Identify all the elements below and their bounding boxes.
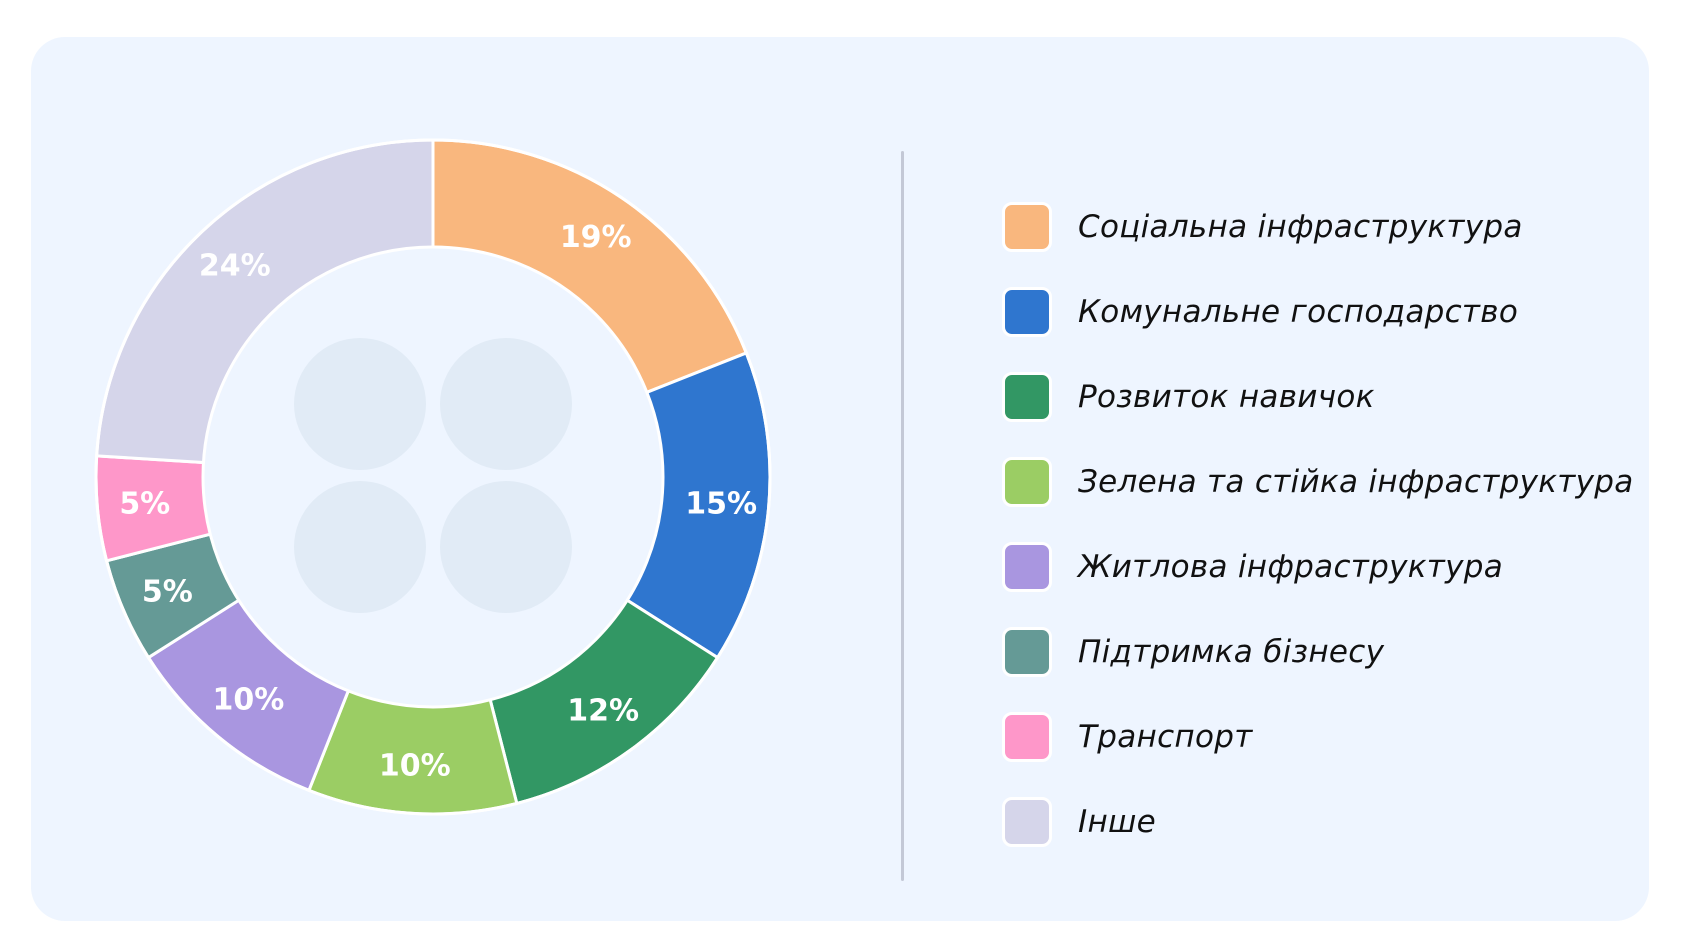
legend-label: Соціальна інфраструктура (1078, 208, 1523, 245)
legend-swatch (1002, 626, 1052, 677)
legend-item: Розвиток навичок (1002, 371, 1634, 422)
legend-item: Підтримка бізнесу (1002, 626, 1634, 677)
slice-labels: 19% 15% 12% 10% 10% 5% 5% 24% (119, 220, 757, 783)
legend-swatch (1002, 711, 1052, 762)
slice-percent-label: 15% (685, 487, 757, 522)
legend-swatch (1002, 541, 1052, 592)
donut-hole (201, 245, 665, 709)
legend-item: Соціальна інфраструктура (1002, 201, 1634, 252)
legend-label: Розвиток навичок (1078, 378, 1375, 415)
legend-swatch (1002, 456, 1052, 507)
legend-item: Комунальне господарство (1002, 286, 1634, 337)
legend-swatch (1002, 371, 1052, 422)
four-circles-placeholder-icon (294, 338, 572, 613)
slice-percent-label: 5% (119, 487, 170, 522)
legend-item: Транспорт (1002, 711, 1634, 762)
legend-swatch (1002, 201, 1052, 252)
legend-label: Житлова інфраструктура (1078, 548, 1504, 585)
legend-label: Транспорт (1078, 718, 1253, 755)
placeholder-circle (440, 481, 572, 613)
legend-label: Підтримка бізнесу (1078, 633, 1385, 670)
legend-item: Житлова інфраструктура (1002, 541, 1634, 592)
chart-card: 19% 15% 12% 10% 10% 5% 5% 24% Соціальна інфраст… (31, 37, 1649, 921)
slice-percent-label: 24% (199, 248, 271, 283)
legend-swatch (1002, 286, 1052, 337)
placeholder-circle (294, 338, 426, 470)
slice-percent-label: 12% (567, 694, 639, 729)
legend: Соціальна інфраструктура Комунальне госп… (1002, 201, 1634, 847)
donut-chart: 19% 15% 12% 10% 10% 5% 5% 24% (94, 138, 772, 816)
legend-item: Інше (1002, 796, 1634, 847)
legend-label: Комунальне господарство (1078, 293, 1519, 330)
slice-percent-label: 10% (379, 748, 451, 783)
legend-item: Зелена та стійка інфраструктура (1002, 456, 1634, 507)
slice-percent-label: 19% (560, 220, 632, 255)
legend-label: Інше (1078, 803, 1157, 840)
legend-label: Зелена та стійка інфраструктура (1078, 463, 1634, 500)
placeholder-circle (294, 481, 426, 613)
slice-percent-label: 10% (213, 683, 285, 718)
vertical-divider (901, 151, 904, 881)
placeholder-circle (440, 338, 572, 470)
legend-swatch (1002, 796, 1052, 847)
slice-percent-label: 5% (142, 574, 193, 609)
